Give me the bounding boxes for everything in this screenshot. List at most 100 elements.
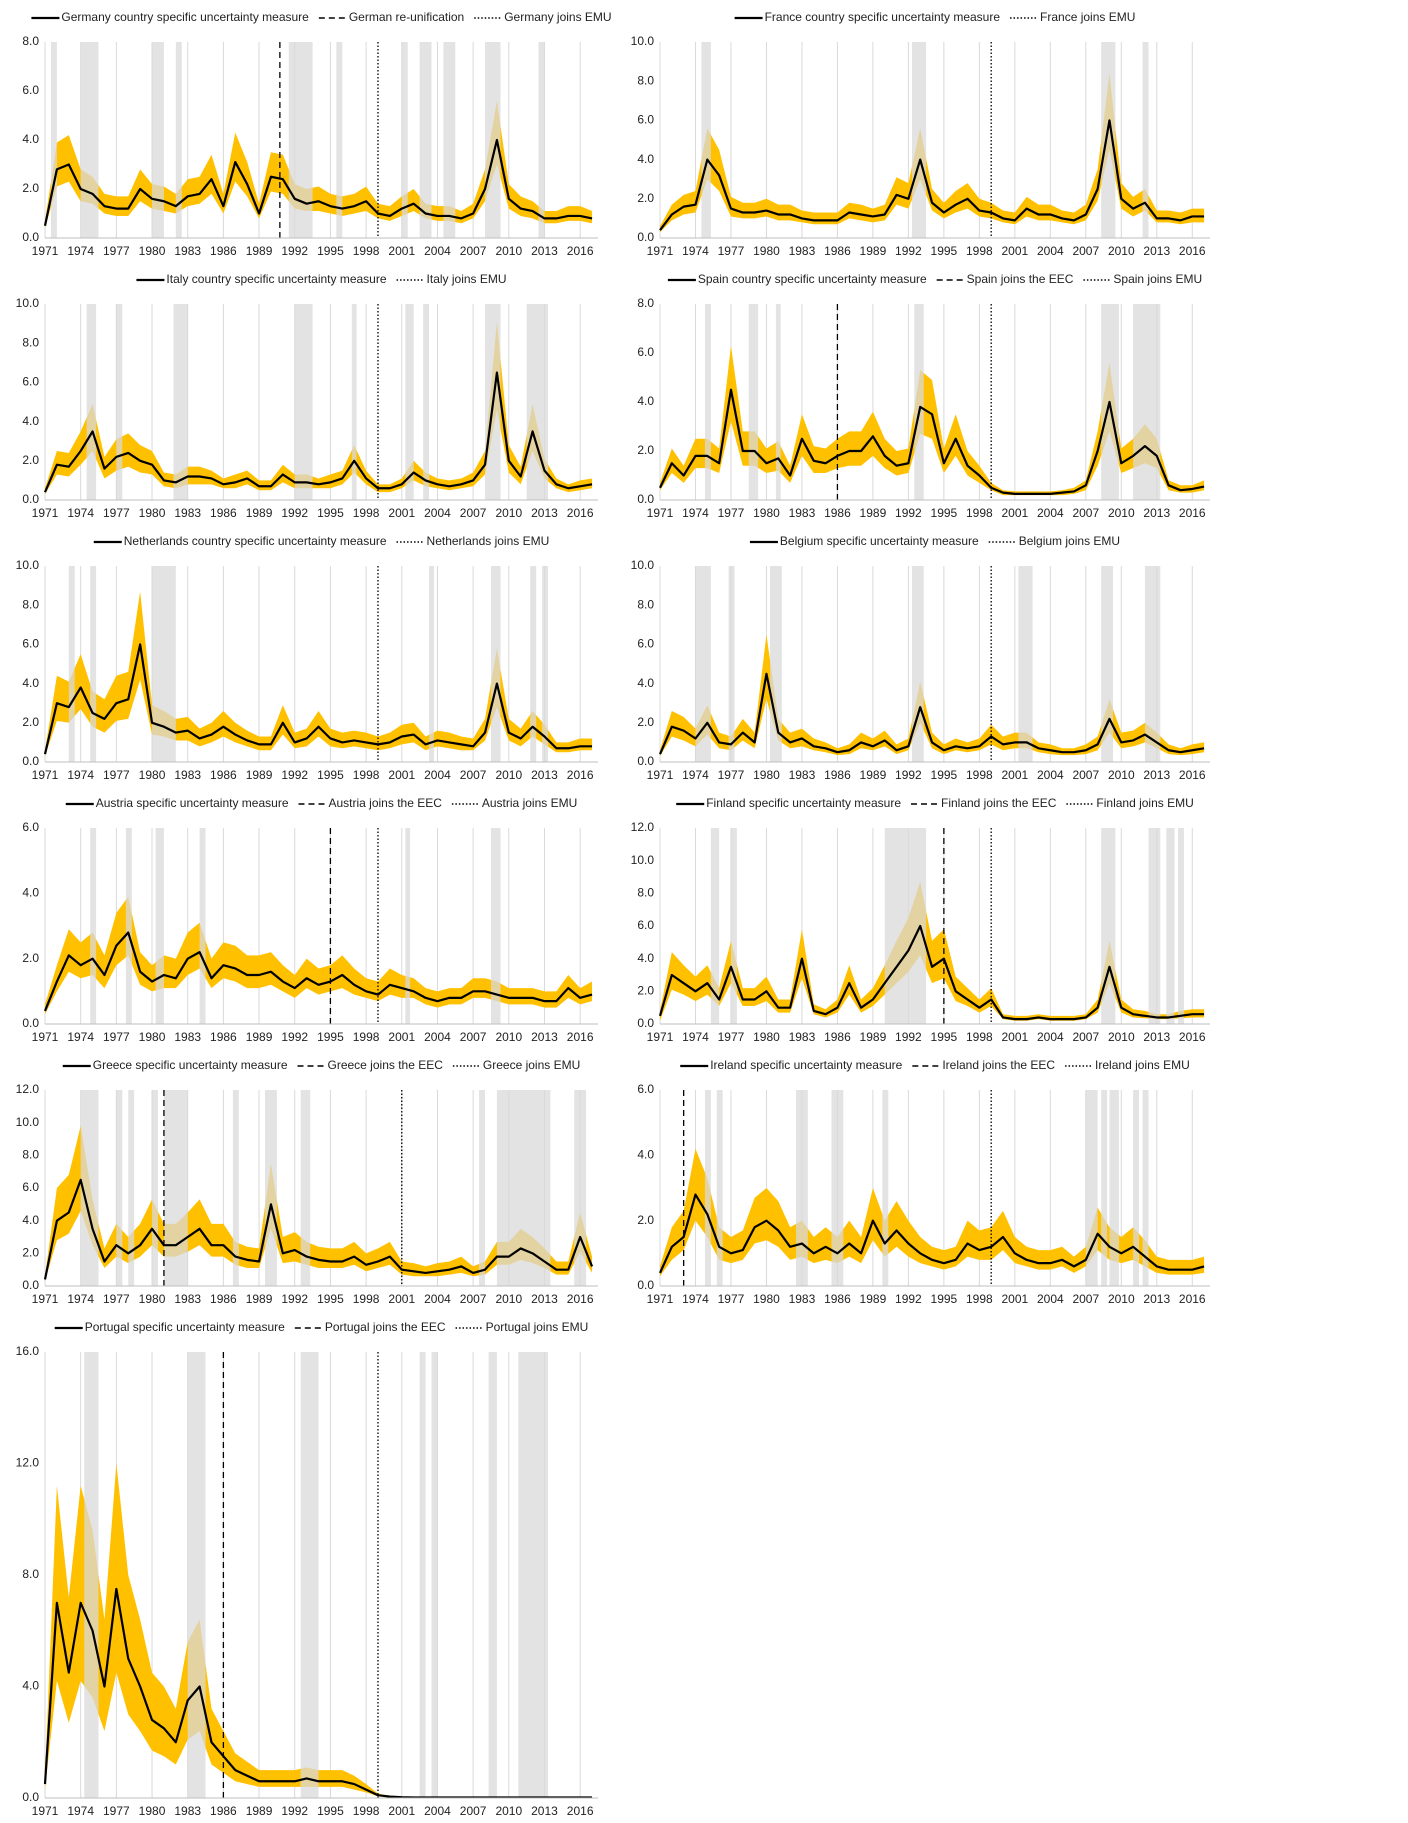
- x-tick-label: 1971: [647, 506, 674, 520]
- shaded-period: [716, 1090, 723, 1286]
- x-tick-label: 1998: [353, 1292, 380, 1306]
- y-tick-label: 0.0: [22, 1790, 39, 1804]
- x-tick-label: 1986: [824, 768, 851, 782]
- x-tick-label: 1998: [966, 1292, 993, 1306]
- x-tick-label: 1974: [67, 1804, 94, 1818]
- shaded-period: [300, 1352, 319, 1798]
- x-tick-label: 2016: [1179, 244, 1206, 258]
- shaded-period: [831, 1090, 844, 1286]
- chart-panel: 1971 1974 1977 1980 1983 1986 1989 1992 1995 1998…: [16, 1320, 598, 1818]
- x-tick-label: 1980: [139, 1292, 166, 1306]
- y-tick-label: 2.0: [22, 715, 39, 729]
- shaded-period: [116, 1090, 123, 1286]
- x-tick-label: 1986: [824, 244, 851, 258]
- x-tick-label: 2004: [1037, 506, 1064, 520]
- x-tick-label: 2004: [1037, 244, 1064, 258]
- x-tick-label: 2001: [388, 1292, 415, 1306]
- shaded-period: [530, 566, 537, 762]
- x-tick-label: 1977: [103, 1804, 130, 1818]
- shaded-period: [405, 828, 411, 1024]
- legend-label: Spain joins the EEC: [967, 272, 1074, 286]
- y-tick-label: 8.0: [22, 597, 39, 611]
- y-tick-label: 2.0: [637, 1213, 654, 1227]
- shaded-period: [1101, 1090, 1108, 1286]
- shaded-period: [336, 42, 343, 238]
- legend: Spain country specific uncertainty measu…: [667, 272, 1202, 286]
- y-tick-label: 2.0: [22, 181, 39, 195]
- x-tick-label: 1992: [895, 1030, 922, 1044]
- shaded-period: [490, 566, 501, 762]
- x-tick-label: 1983: [174, 1292, 201, 1306]
- x-tick-label: 2004: [424, 1804, 451, 1818]
- confidence-band: [45, 1463, 593, 1798]
- shaded-period: [173, 304, 188, 500]
- x-tick-label: 2004: [424, 1292, 451, 1306]
- shaded-period: [1142, 42, 1149, 238]
- y-tick-label: 6.0: [637, 345, 654, 359]
- x-tick-label: 1998: [353, 768, 380, 782]
- x-tick-label: 2013: [531, 1292, 558, 1306]
- x-tick-label: 2001: [1001, 768, 1028, 782]
- shaded-period: [419, 42, 432, 238]
- x-tick-label: 2004: [424, 506, 451, 520]
- y-tick-label: 0.0: [637, 1278, 654, 1292]
- legend-label: Netherlands joins EMU: [427, 534, 550, 548]
- shaded-period: [1018, 566, 1033, 762]
- x-tick-label: 1995: [931, 1030, 958, 1044]
- shaded-period: [1085, 1090, 1098, 1286]
- y-tick-label: 8.0: [637, 73, 654, 87]
- x-tick-label: 1971: [32, 506, 59, 520]
- x-tick-label: 1998: [353, 1030, 380, 1044]
- x-tick-label: 1971: [647, 768, 674, 782]
- legend-label: Belgium specific uncertainty measure: [780, 534, 979, 548]
- shaded-period: [152, 42, 164, 238]
- x-tick-label: 1992: [281, 506, 308, 520]
- y-tick-label: 0.0: [637, 754, 654, 768]
- confidence-band: [660, 881, 1205, 1021]
- shaded-period: [125, 828, 132, 1024]
- shaded-period: [1101, 566, 1114, 762]
- shaded-period: [704, 304, 711, 500]
- shaded-period: [86, 304, 97, 500]
- shaded-period: [1142, 1090, 1149, 1286]
- shaded-period: [187, 1352, 206, 1798]
- y-tick-label: 2.0: [22, 453, 39, 467]
- x-tick-label: 1977: [718, 244, 745, 258]
- shaded-period: [1133, 1090, 1140, 1286]
- series-line: [43, 371, 593, 493]
- series-line: [43, 643, 593, 755]
- shaded-period: [574, 1090, 587, 1286]
- x-tick-label: 2004: [1037, 1292, 1064, 1306]
- x-tick-label: 1974: [67, 768, 94, 782]
- x-tick-label: 1977: [718, 1030, 745, 1044]
- x-tick-label: 1995: [931, 1292, 958, 1306]
- x-tick-label: 1971: [32, 768, 59, 782]
- legend: Portugal specific uncertainty measure Por…: [54, 1320, 589, 1334]
- x-tick-label: 2004: [1037, 1030, 1064, 1044]
- x-tick-label: 1977: [103, 1030, 130, 1044]
- shaded-period: [300, 1090, 311, 1286]
- chart-panel: 1971 1974 1977 1980 1983 1986 1989 1992 1995 1998…: [16, 1058, 598, 1306]
- legend-label: Austria joins EMU: [482, 796, 577, 810]
- legend: Belgium specific uncertainty measure Belg…: [749, 534, 1120, 548]
- shaded-period: [80, 42, 99, 238]
- y-tick-label: 16.0: [16, 1344, 40, 1358]
- x-tick-label: 2004: [424, 768, 451, 782]
- x-tick-label: 2007: [460, 1292, 487, 1306]
- x-tick-label: 2007: [1072, 1030, 1099, 1044]
- chart-panel: 1971 1974 1977 1980 1983 1986 1989 1992 1995 1998…: [631, 796, 1210, 1044]
- shaded-period: [443, 42, 456, 238]
- x-tick-label: 1995: [931, 768, 958, 782]
- x-tick-label: 1986: [824, 1030, 851, 1044]
- y-tick-label: 8.0: [22, 34, 39, 48]
- y-tick-label: 6.0: [637, 1082, 654, 1096]
- x-tick-label: 2007: [1072, 506, 1099, 520]
- legend-label: Spain country specific uncertainty measu…: [698, 272, 927, 286]
- y-tick-label: 6.0: [637, 637, 654, 651]
- x-tick-label: 2004: [424, 1030, 451, 1044]
- legend-label: Portugal joins EMU: [486, 1320, 589, 1334]
- x-tick-label: 1992: [281, 768, 308, 782]
- series-line: [43, 1587, 593, 1799]
- x-tick-label: 2010: [495, 506, 522, 520]
